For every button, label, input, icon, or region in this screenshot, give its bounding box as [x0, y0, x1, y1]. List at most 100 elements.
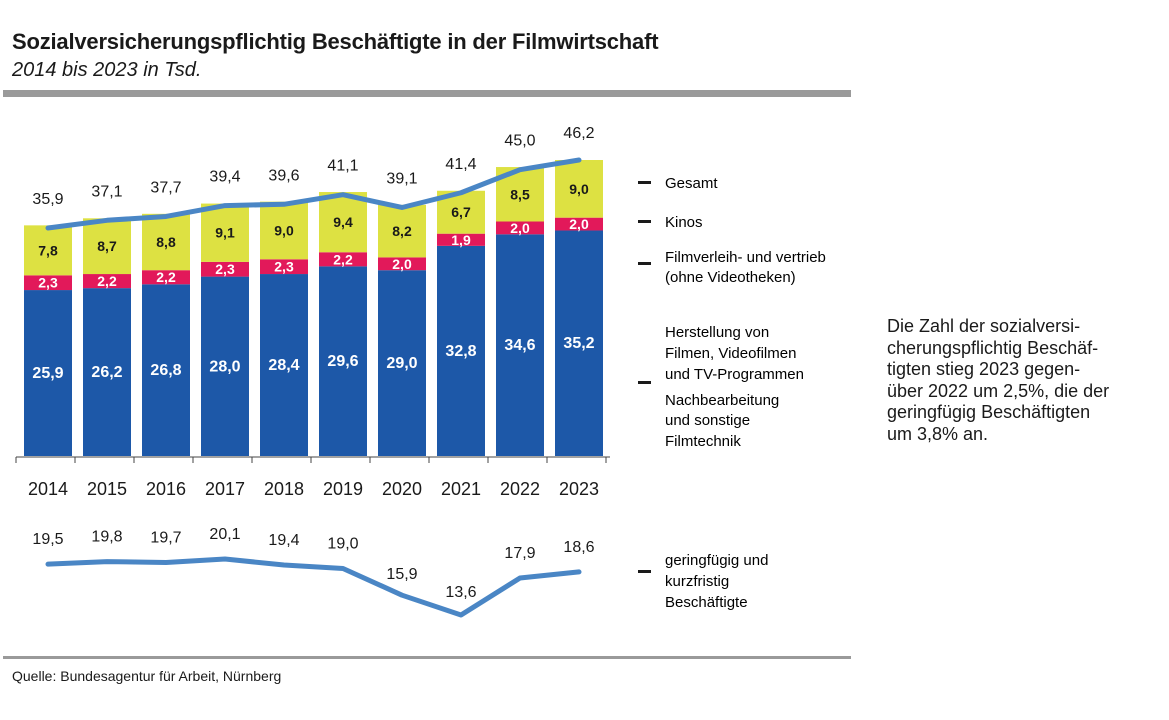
- total-value-label-2019: 41,1: [327, 158, 358, 175]
- legend-verleih-label-1: Filmverleih- und vertrieb: [665, 249, 826, 266]
- x-tick-label-2016: 2016: [146, 479, 186, 499]
- chart-subtitle: 2014 bis 2023 in Tsd.: [12, 59, 202, 81]
- bar-value-label-1-2017: 2,3: [215, 261, 235, 277]
- total-value-label-2015: 37,1: [91, 183, 122, 200]
- legend-herstellung-label-6: Filmtechnik: [665, 433, 741, 450]
- bar-segment-1-2017: [201, 261, 249, 277]
- legend-verleih-swatch: [638, 262, 651, 265]
- bar-value-label-1-2023: 2,0: [569, 216, 589, 232]
- bar-value-label-0-2016: 26,8: [150, 362, 181, 379]
- marginal-employment-line: [45, 556, 582, 618]
- bar-value-label-1-2015: 2,2: [97, 273, 117, 289]
- bar-value-label-2-2020: 8,2: [392, 223, 412, 239]
- total-value-label-2014: 35,9: [32, 191, 63, 208]
- bar-value-label-0-2019: 29,6: [327, 353, 358, 370]
- stacked-bars: 25,9 2,3 7,8 26,2 2,2 8,7 26,8 2,2 8,8 28,0 2,3 9,1…: [24, 160, 603, 456]
- bar-value-label-0-2022: 34,6: [504, 337, 535, 354]
- bar-segment-1-2015: [83, 274, 131, 289]
- marginal-value-label-2021: 13,6: [445, 584, 476, 601]
- bar-segment-2-2023: [555, 160, 603, 218]
- legend-herstellung-label-5: und sonstige: [665, 412, 750, 429]
- x-tick-label-2014: 2014: [28, 479, 68, 499]
- bar-value-label-0-2020: 29,0: [386, 355, 417, 372]
- bar-value-label-0-2018: 28,4: [268, 357, 299, 374]
- marginal-value-label-2015: 19,8: [91, 529, 122, 546]
- legend-herstellung-label-4: Nachbearbeitung: [665, 392, 779, 409]
- legend-herstellung-label-3: und TV-Programmen: [665, 366, 804, 383]
- bar-segment-0-2022: [496, 234, 544, 456]
- marginal-value-label-2019: 19,0: [327, 535, 358, 552]
- bar-value-label-2-2014: 7,8: [38, 242, 58, 258]
- total-value-label-2016: 37,7: [150, 179, 181, 196]
- bar-segment-0-2019: [319, 266, 367, 456]
- bar-value-label-1-2018: 2,3: [274, 259, 294, 275]
- marginal-value-label-2016: 19,7: [150, 529, 181, 546]
- bar-segment-2-2020: [378, 204, 426, 258]
- marginal-value-label-2020: 15,9: [386, 566, 417, 583]
- x-tick-label-2022: 2022: [500, 479, 540, 499]
- legend-herstellung-swatch: [638, 381, 651, 384]
- x-tick-label-2019: 2019: [323, 479, 363, 499]
- marginal-employment-line-group: 19,5 19,8 19,7 20,1 19,4 19,0 15,9 13,6 17,9 18,6: [32, 526, 595, 618]
- x-tick-label-2015: 2015: [87, 479, 127, 499]
- total-value-label-2020: 39,1: [386, 170, 417, 187]
- bar-value-label-1-2016: 2,2: [156, 269, 176, 285]
- bar-segment-0-2018: [260, 274, 308, 456]
- total-value-label-2023: 46,2: [563, 125, 594, 142]
- legend-marginal-label-2: kurzfristig: [665, 573, 729, 590]
- bar-segment-1-2021: [437, 233, 485, 246]
- legend-marginal-label-3: Beschäftigte: [665, 594, 748, 611]
- bar-value-label-1-2020: 2,0: [392, 256, 412, 272]
- bar-value-label-2-2023: 9,0: [569, 181, 589, 197]
- legend-gesamt-swatch: [638, 181, 651, 184]
- bar-segment-1-2020: [378, 257, 426, 271]
- bar-value-label-1-2019: 2,2: [333, 251, 353, 267]
- bar-value-label-1-2022: 2,0: [510, 220, 530, 236]
- x-tick-label-2021: 2021: [441, 479, 481, 499]
- total-value-label-2018: 39,6: [268, 167, 299, 184]
- bar-value-label-2-2022: 8,5: [510, 186, 530, 202]
- legend: Gesamt Kinos Filmverleih- und vertrieb (…: [638, 175, 826, 611]
- bar-value-label-0-2014: 25,9: [32, 365, 63, 382]
- bar-segment-2-2015: [83, 218, 131, 275]
- legend-marginal-swatch: [638, 570, 651, 573]
- bar-segment-0-2021: [437, 245, 485, 456]
- bar-value-label-2-2017: 9,1: [215, 225, 235, 241]
- marginal-value-label-2018: 19,4: [268, 532, 299, 549]
- summary-note: Die Zahl der sozialversi- cherungspflich…: [887, 316, 1110, 444]
- total-line: [45, 157, 582, 231]
- bottom-divider: [3, 656, 851, 659]
- bar-value-label-1-2014: 2,3: [38, 275, 58, 291]
- bar-segment-1-2014: [24, 275, 72, 291]
- bar-segment-0-2017: [201, 276, 249, 456]
- bar-segment-1-2018: [260, 259, 308, 275]
- marginal-value-label-2017: 20,1: [209, 526, 240, 543]
- bar-value-label-2-2019: 9,4: [333, 214, 353, 230]
- legend-verleih-label-2: (ohne Videotheken): [665, 269, 796, 286]
- bar-value-label-0-2017: 28,0: [209, 358, 240, 375]
- x-tick-label-2023: 2023: [559, 479, 599, 499]
- total-value-label-2017: 39,4: [209, 169, 240, 186]
- bar-segment-2-2016: [142, 213, 190, 271]
- total-value-label-2021: 41,4: [445, 156, 476, 173]
- bar-segment-1-2016: [142, 270, 190, 285]
- bar-segment-0-2015: [83, 288, 131, 456]
- marginal-value-label-2023: 18,6: [563, 539, 594, 556]
- bar-value-label-1-2021: 1,9: [451, 232, 471, 248]
- bar-segment-2-2014: [24, 225, 72, 276]
- legend-gesamt-label: Gesamt: [665, 175, 718, 192]
- x-tick-label-2020: 2020: [382, 479, 422, 499]
- total-value-label-2022: 45,0: [504, 133, 535, 150]
- legend-kinos-label: Kinos: [665, 214, 703, 231]
- total-line-group: 35,9 37,1 37,7 39,4 39,6 41,1 39,1 41,4 45,0 46,2: [32, 125, 595, 231]
- bar-value-label-2-2021: 6,7: [451, 204, 471, 220]
- top-divider: [3, 90, 851, 97]
- x-tick-label-2018: 2018: [264, 479, 304, 499]
- bar-segment-1-2019: [319, 252, 367, 267]
- bar-value-label-0-2023: 35,2: [563, 335, 594, 352]
- legend-marginal-label-1: geringfügig und: [665, 552, 768, 569]
- marginal-value-label-2014: 19,5: [32, 531, 63, 548]
- marginal-value-label-2022: 17,9: [504, 545, 535, 562]
- x-axis: 2014 2015 2016 2017 2018 2019 2020 2021 2022 2023: [15, 456, 610, 499]
